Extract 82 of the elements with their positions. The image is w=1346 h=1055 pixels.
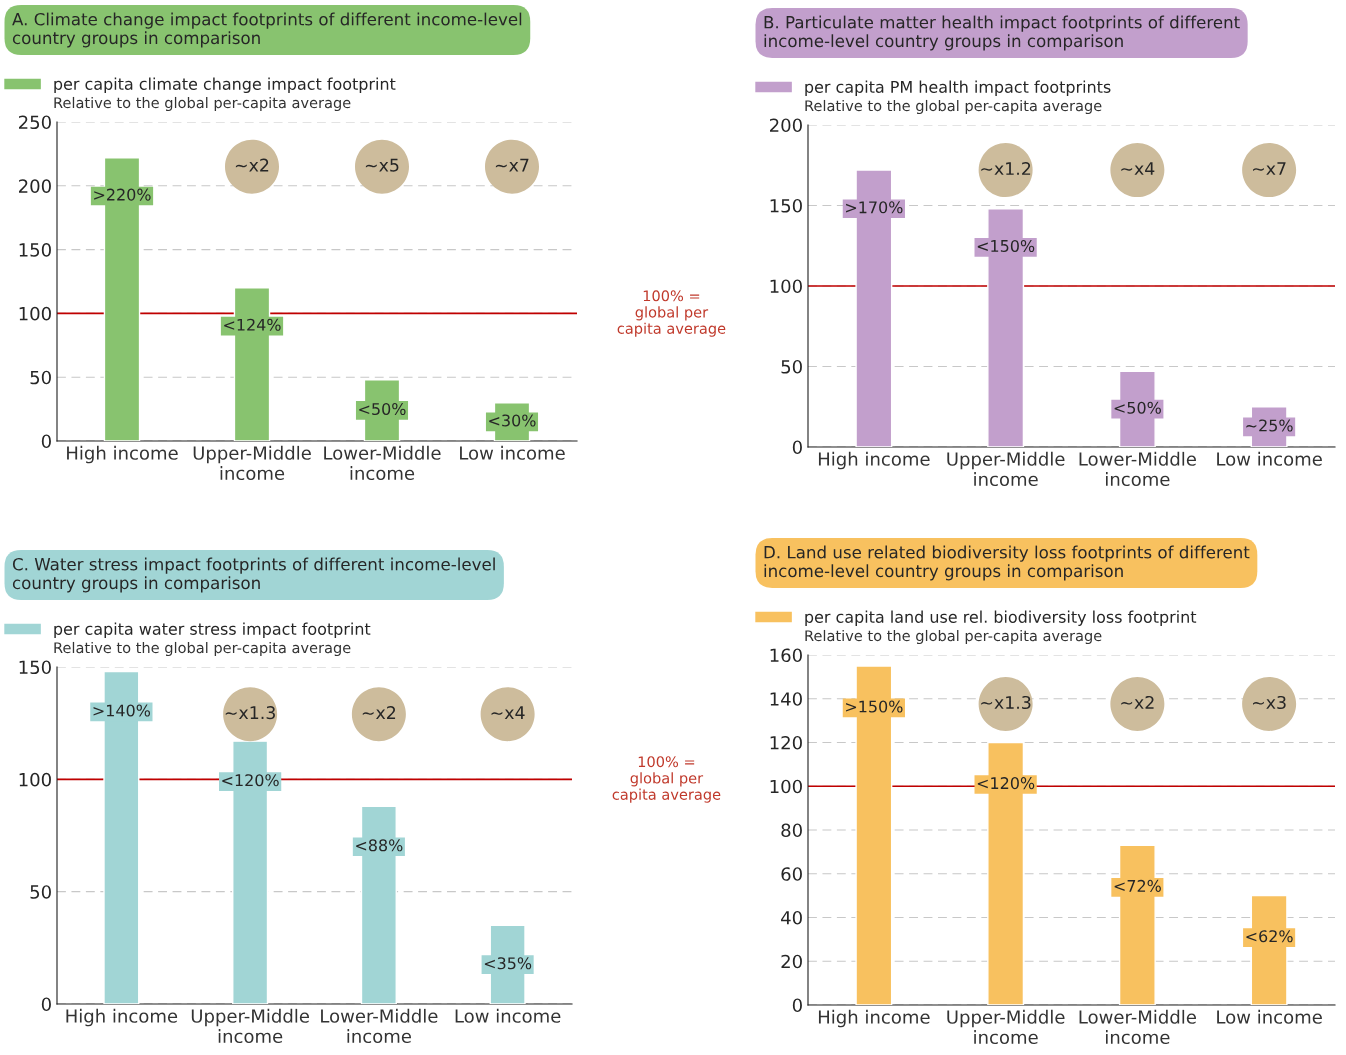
y-tick-label: 200 bbox=[19, 179, 51, 193]
data-label: <62% bbox=[1246, 930, 1293, 943]
data-label: <30% bbox=[489, 414, 536, 427]
y-tick-label: 200 bbox=[770, 118, 802, 133]
annotation: ~x7 bbox=[1253, 162, 1286, 175]
legend-label: per capita water stress impact footprint bbox=[54, 622, 371, 638]
data-label: <150% bbox=[977, 239, 1035, 252]
y-tick-label: 100 bbox=[19, 306, 51, 321]
y-tick-label: 150 bbox=[19, 243, 51, 257]
x-tick-label: Lower-Middle income bbox=[324, 445, 441, 481]
data-label: >170% bbox=[846, 201, 903, 214]
x-tick-label: Upper-Middle income bbox=[947, 451, 1065, 487]
chart-title: C. Water stress impact footprints of different income-level country groups in comparison bbox=[12, 557, 495, 593]
annotation: ~x2 bbox=[362, 706, 396, 719]
data-label: <72% bbox=[1114, 879, 1161, 892]
text: 100% = global per capita average bbox=[612, 756, 721, 803]
annotation: ~x4 bbox=[1121, 162, 1155, 175]
y-tick-label: 0 bbox=[41, 434, 51, 449]
annotation: ~x2 bbox=[1121, 695, 1154, 709]
chart-subtitle: Relative to the global per-capita average bbox=[805, 99, 1102, 115]
data-label: ~25% bbox=[1246, 419, 1293, 432]
data-label: >140% bbox=[93, 704, 151, 717]
y-tick-label: 0 bbox=[41, 997, 51, 1012]
y-tick-label: 250 bbox=[19, 115, 51, 130]
annotation: ~x1.3 bbox=[225, 706, 275, 720]
legend-label: per capita land use rel. biodiversity loss footprint bbox=[805, 610, 1197, 626]
data-label: >220% bbox=[94, 188, 151, 201]
y-tick-label: 100 bbox=[770, 779, 802, 794]
chart-title: B. Particulate matter health impact footprints of different income-level country groups in comparison bbox=[764, 15, 1240, 51]
data-label: <50% bbox=[359, 402, 406, 416]
x-tick-label: High income bbox=[66, 1008, 178, 1027]
data-label: <88% bbox=[356, 839, 403, 852]
x-tick-label: Upper-Middle income bbox=[193, 445, 311, 481]
annotation: ~x1.2 bbox=[981, 161, 1031, 175]
x-tick-label: Low income bbox=[455, 1008, 561, 1023]
y-tick-label: 40 bbox=[781, 910, 802, 925]
annotation: ~x4 bbox=[491, 706, 525, 719]
chart-title: A. Climate change impact footprints of different income-level country groups in comparison bbox=[12, 12, 522, 48]
y-tick-label: 100 bbox=[770, 279, 802, 294]
y-tick-label: 0 bbox=[792, 998, 802, 1013]
x-tick-label: High income bbox=[818, 451, 930, 470]
data-label: <120% bbox=[222, 774, 279, 787]
y-tick-label: 50 bbox=[30, 370, 51, 385]
data-label: <124% bbox=[224, 318, 281, 331]
data-label: <120% bbox=[977, 777, 1035, 790]
x-tick-label: Lower-Middle income bbox=[321, 1008, 438, 1044]
x-tick-label: Low income bbox=[1217, 1009, 1322, 1024]
data-label: >150% bbox=[846, 700, 903, 713]
x-tick-label: Lower-Middle income bbox=[1079, 451, 1196, 487]
legend-label: per capita climate change impact footprint bbox=[54, 77, 396, 93]
annotation: ~x5 bbox=[365, 158, 399, 172]
chart-subtitle: Relative to the global per-capita average bbox=[54, 96, 351, 112]
annotation: ~x2 bbox=[235, 158, 269, 172]
y-tick-label: 120 bbox=[770, 735, 802, 750]
y-tick-label: 20 bbox=[781, 954, 802, 969]
x-tick-label: High income bbox=[67, 445, 178, 464]
data-label: <35% bbox=[484, 957, 532, 970]
chart-subtitle: Relative to the global per-capita average bbox=[805, 629, 1102, 645]
legend-label: per capita PM health impact footprints bbox=[805, 80, 1111, 96]
y-tick-label: 60 bbox=[781, 867, 802, 881]
y-tick-label: 150 bbox=[19, 660, 51, 675]
y-tick-label: 150 bbox=[770, 198, 802, 213]
x-tick-label: Low income bbox=[1217, 451, 1322, 466]
data-label: <50% bbox=[1114, 401, 1161, 414]
y-tick-label: 0 bbox=[792, 440, 802, 455]
chart-title: D. Land use related biodiversity loss footprints of different income-level country groups in comparison bbox=[764, 545, 1250, 581]
annotation: ~x1.3 bbox=[981, 695, 1031, 710]
text: 100% = global per capita average bbox=[617, 290, 726, 337]
x-tick-label: Low income bbox=[460, 445, 565, 460]
x-tick-label: Upper-Middle income bbox=[191, 1008, 309, 1044]
x-tick-label: High income bbox=[818, 1009, 930, 1028]
y-tick-label: 80 bbox=[781, 823, 802, 838]
annotation: ~x7 bbox=[495, 158, 529, 172]
x-tick-label: Upper-Middle income bbox=[947, 1009, 1065, 1045]
annotation: ~x3 bbox=[1253, 695, 1286, 710]
y-tick-label: 100 bbox=[19, 772, 51, 787]
x-tick-label: Lower-Middle income bbox=[1079, 1009, 1196, 1045]
y-tick-label: 50 bbox=[781, 359, 802, 374]
y-tick-label: 140 bbox=[770, 692, 802, 706]
chart-subtitle: Relative to the global per-capita average bbox=[54, 641, 351, 657]
y-tick-label: 160 bbox=[770, 648, 802, 663]
y-tick-label: 50 bbox=[30, 885, 51, 899]
